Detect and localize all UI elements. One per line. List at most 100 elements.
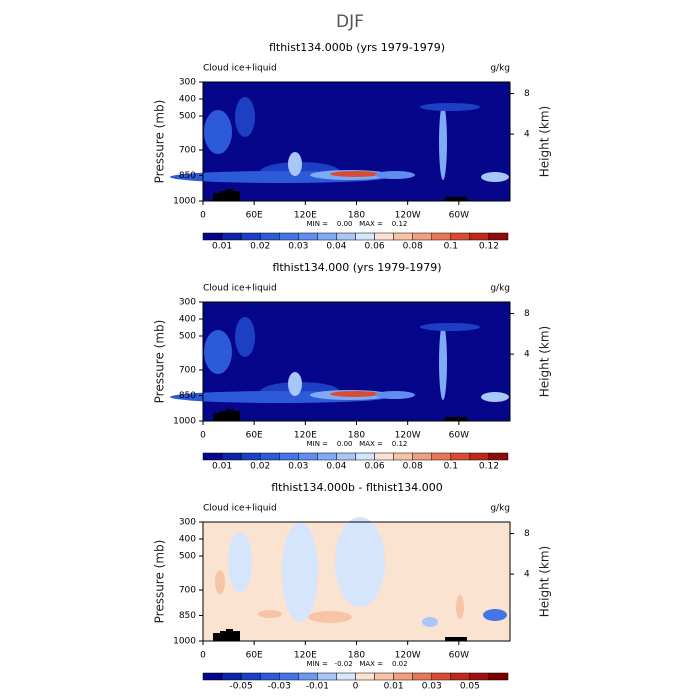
- colorbar-label: 0: [353, 682, 359, 692]
- colorbar-box: [221, 672, 242, 681]
- field-feature: [228, 532, 252, 592]
- y-tick-label: 300: [179, 518, 196, 528]
- field-feature: [375, 171, 415, 179]
- colorbar-label: 0.1: [444, 242, 458, 252]
- colorbar-box: [431, 452, 452, 461]
- terrain: [213, 633, 220, 641]
- y-tick-label: 850: [179, 391, 196, 401]
- x-tick-label: 120W: [395, 211, 421, 221]
- colorbar-box: [488, 232, 509, 241]
- field-feature: [483, 609, 507, 621]
- y-axis-label: Pressure (mb): [153, 320, 167, 404]
- field-feature: [430, 542, 450, 622]
- field-feature: [481, 172, 509, 182]
- x-tick-label: 120E: [294, 211, 317, 221]
- y-tick-label: 700: [179, 146, 196, 156]
- y2-tick-label: 8: [524, 309, 530, 319]
- x-tick-label: 120E: [294, 651, 317, 661]
- colorbar-box: [412, 672, 432, 681]
- colorbar-box: [469, 452, 490, 461]
- colorbar-label: 0.03: [288, 462, 308, 472]
- y2-axis-label: Height (km): [538, 326, 552, 397]
- terrain: [226, 629, 233, 641]
- colorbar-box: [374, 232, 394, 241]
- terrain: [213, 193, 220, 201]
- colorbar-box: [240, 232, 261, 241]
- field-feature: [439, 104, 447, 180]
- x-tick-label: 60W: [449, 651, 469, 661]
- colorbar-box: [336, 452, 356, 461]
- y2-axis-label: Height (km): [538, 106, 552, 177]
- colorbar-label: 0.08: [403, 462, 423, 472]
- colorbar-box: [431, 232, 452, 241]
- colorbar-box: [202, 672, 223, 681]
- colorbar-box: [412, 232, 432, 241]
- y2-axis-label: Height (km): [538, 546, 552, 617]
- colorbar-label: -0.05: [229, 682, 252, 692]
- units-label: g/kg: [490, 504, 510, 514]
- field-feature: [288, 152, 302, 176]
- colorbar-box: [317, 232, 337, 241]
- colorbar-box: [240, 672, 261, 681]
- colorbar-box: [488, 672, 509, 681]
- x-tick-label: 0: [200, 211, 206, 221]
- colorbar-label: 0.06: [365, 242, 385, 252]
- colorbar-label: 0.03: [422, 682, 442, 692]
- y-tick-label: 400: [179, 95, 196, 105]
- y-tick-label: 400: [179, 535, 196, 545]
- y-tick-label: 500: [179, 112, 196, 122]
- field-feature: [204, 330, 232, 374]
- colorbar-label: 0.01: [212, 242, 232, 252]
- field-feature: [282, 522, 318, 622]
- field-feature: [235, 97, 255, 137]
- x-tick-label: 180: [348, 431, 365, 441]
- colorbar-box: [259, 452, 280, 461]
- x-tick-label: 60W: [449, 211, 469, 221]
- colorbar-label: 0.03: [288, 242, 308, 252]
- field-feature: [215, 570, 225, 594]
- x-tick-label: 120W: [395, 651, 421, 661]
- field-label: Cloud ice+liquid: [203, 64, 277, 74]
- colorbar-label: -0.01: [306, 682, 329, 692]
- figure-title: DJF: [336, 12, 364, 32]
- colorbar-box: [374, 672, 394, 681]
- field-feature: [422, 617, 438, 627]
- y-tick-label: 1000: [173, 197, 196, 207]
- colorbar-box: [202, 452, 223, 461]
- x-tick-label: 180: [348, 651, 365, 661]
- y2-tick-label: 8: [524, 89, 530, 99]
- x-tick-label: 0: [200, 431, 206, 441]
- colorbar-label: 0.05: [460, 682, 480, 692]
- colorbar-box: [298, 232, 318, 241]
- colorbar-label: 0.02: [250, 462, 270, 472]
- y-tick-label: 300: [179, 298, 196, 308]
- units-label: g/kg: [490, 284, 510, 294]
- field-feature: [481, 392, 509, 402]
- colorbar-box: [279, 672, 299, 681]
- field-feature: [420, 103, 480, 111]
- field-feature: [335, 517, 385, 607]
- y-tick-label: 850: [179, 611, 196, 621]
- field-feature: [439, 324, 447, 400]
- terrain: [445, 197, 467, 201]
- terrain: [213, 413, 220, 421]
- colorbar-box: [317, 672, 337, 681]
- colorbar-box: [393, 672, 413, 681]
- y-tick-label: 300: [179, 78, 196, 88]
- terrain: [233, 191, 240, 201]
- y-tick-label: 400: [179, 315, 196, 325]
- colorbar-box: [488, 452, 509, 461]
- colorbar-box: [355, 452, 375, 461]
- colorbar-box: [450, 232, 471, 241]
- x-tick-label: 0: [200, 651, 206, 661]
- colorbar-box: [355, 232, 375, 241]
- y-tick-label: 700: [179, 366, 196, 376]
- y-tick-label: 1000: [173, 417, 196, 427]
- colorbar-box: [221, 452, 242, 461]
- y2-tick-label: 4: [524, 130, 530, 140]
- terrain: [220, 631, 227, 641]
- y-axis-label: Pressure (mb): [153, 100, 167, 184]
- panel-title: flthist134.000b (yrs 1979-1979): [269, 41, 445, 54]
- colorbar-box: [469, 232, 490, 241]
